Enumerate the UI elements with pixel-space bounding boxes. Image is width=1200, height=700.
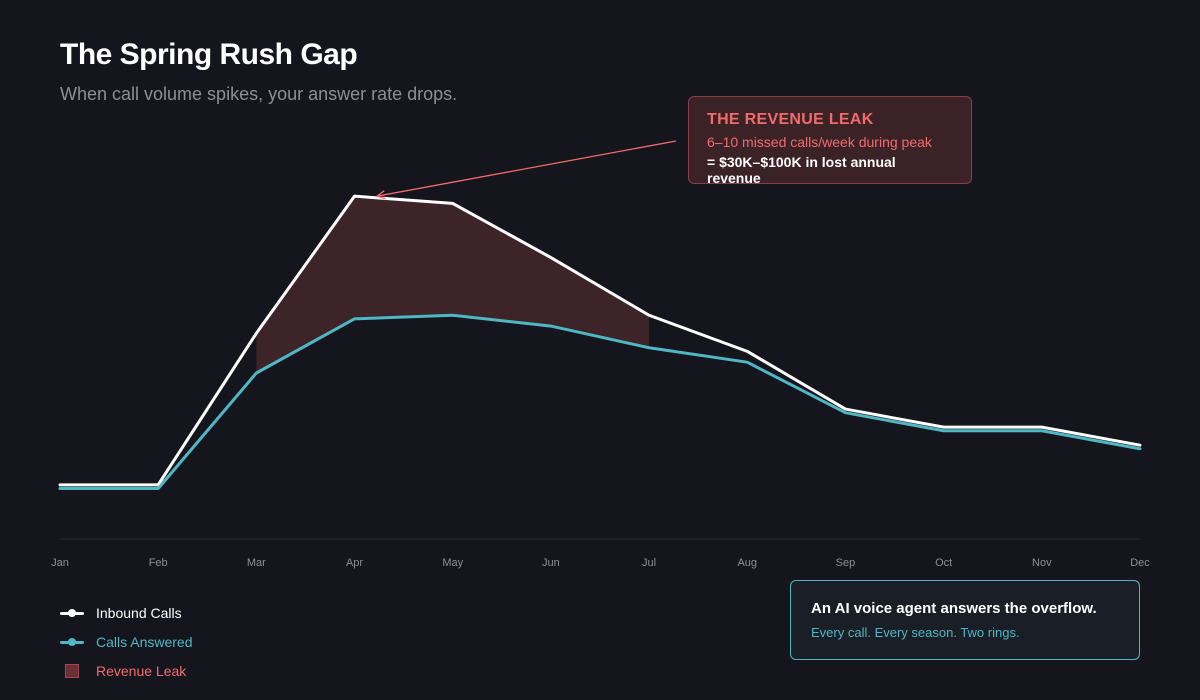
legend-inbound-swatch [60,605,84,621]
x-tick-label: Aug [737,557,757,569]
inbound-calls-line [58,194,1142,487]
x-tick-label: Oct [935,557,952,569]
callout-arrow [378,140,677,196]
callout-lost-revenue: = $30K–$100K in lost annual revenue [707,154,896,186]
x-tick-label: Dec [1130,557,1150,569]
x-tick-label: Mar [247,557,266,569]
legend-answered-swatch [60,634,84,650]
x-tick-label: Feb [149,557,168,569]
x-tick-label: Jun [542,557,560,569]
chart-title: The Spring Rush Gap [60,38,358,71]
x-tick-label: Sep [836,557,856,569]
chart-subtitle: When call volume spikes, your answer rat… [60,84,458,104]
x-tick-label: May [442,557,463,569]
x-tick-label: Jan [51,557,69,569]
legend-leak-label: Revenue Leak [96,662,187,679]
legend-item-leak: Revenue Leak [60,656,193,685]
legend-leak-swatch [60,663,84,679]
x-tick-label: Apr [346,557,363,569]
legend-inbound-label: Inbound Calls [96,604,182,621]
revenue-leak-area [256,196,650,373]
revenue-leak-callout: THE REVENUE LEAK 6–10 missed calls/week … [688,96,972,186]
callout-missed-calls: 6–10 missed calls/week during peak [707,134,932,150]
legend-item-answered: Calls Answered [60,627,193,656]
info-box-title: An AI voice agent answers the overflow. [811,600,1097,617]
info-box-subtitle: Every call. Every season. Two rings. [811,625,1020,640]
legend-answered-label: Calls Answered [96,633,193,650]
calls-answered-line [58,313,1142,490]
x-tick-label: Jul [642,557,656,569]
ai-agent-info-box: An AI voice agent answers the overflow. … [790,580,1140,660]
x-tick-label: Nov [1032,557,1052,569]
legend: Inbound Calls Calls Answered Revenue Lea… [60,598,193,685]
legend-item-inbound: Inbound Calls [60,598,193,627]
callout-title: THE REVENUE LEAK [707,111,874,128]
